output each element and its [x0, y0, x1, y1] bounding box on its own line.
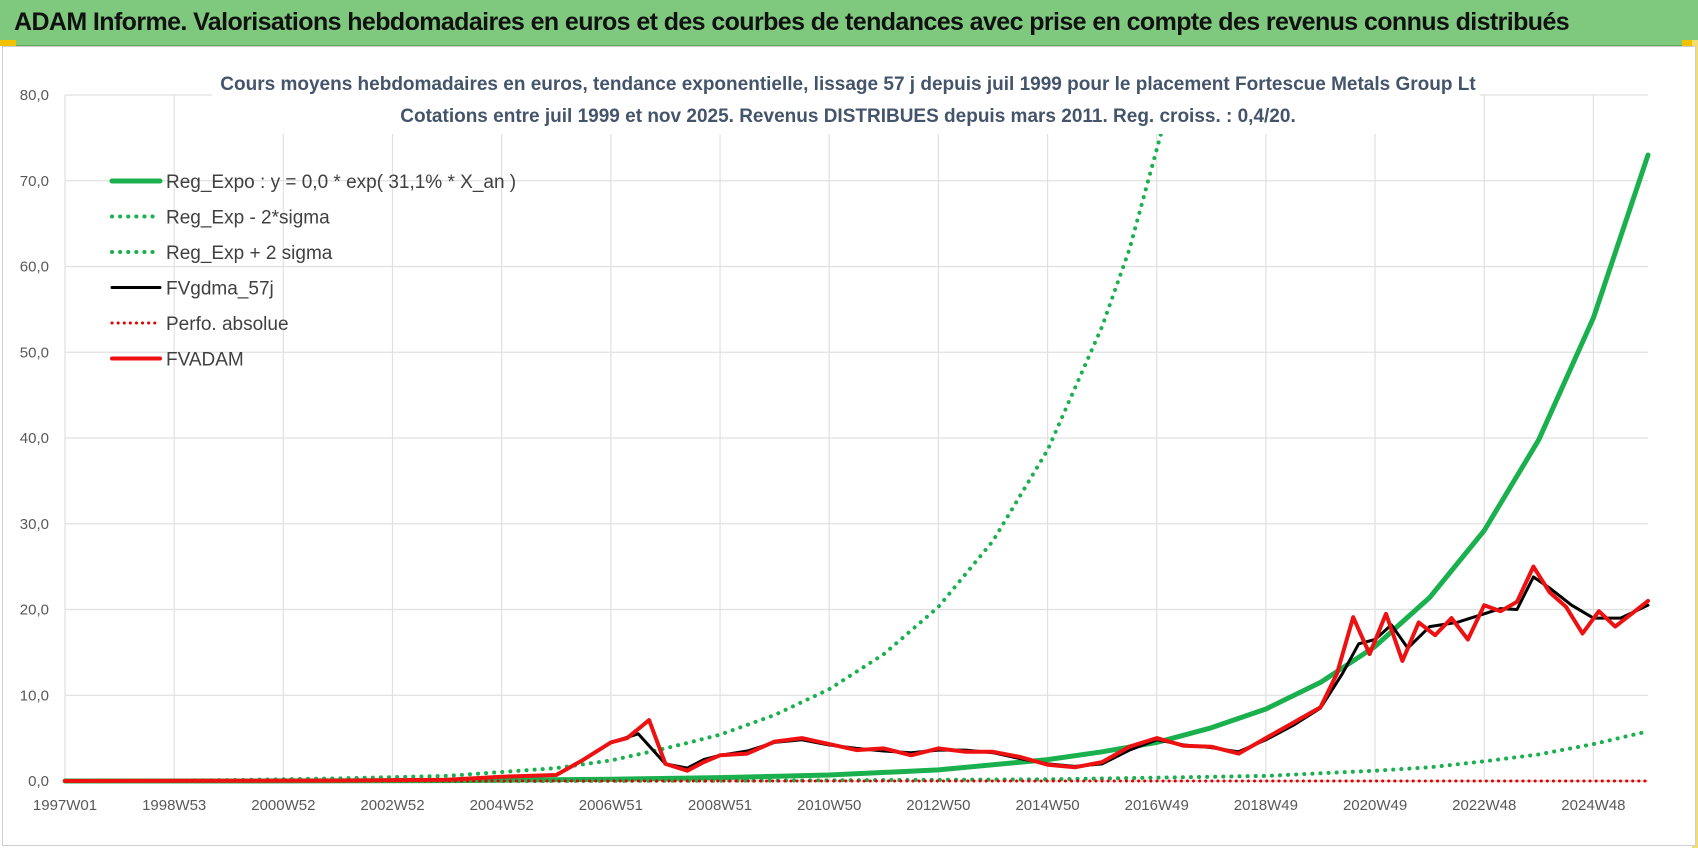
x-tick-label: 2020W49	[1343, 797, 1407, 814]
title-layer: Cours moyens hebdomadaires en euros, ten…	[212, 64, 1480, 134]
series-line-1	[63, 729, 1650, 783]
series-layer	[62, 127, 1651, 784]
y-tick-label: 50,0	[20, 344, 49, 361]
legend-label-5: FVADAM	[166, 350, 244, 371]
x-tick-label: 2016W49	[1125, 797, 1189, 814]
legend-label-0: Reg_Expo : y = 0,0 * exp( 31,1% * X_an )	[166, 172, 516, 193]
chart-title-line-2: Cotations entre juil 1999 et nov 2025. R…	[400, 106, 1295, 127]
y-tick-label: 40,0	[20, 430, 49, 447]
chart-frame	[2, 46, 1696, 846]
x-tick-label: 1998W53	[142, 797, 206, 814]
x-tick-label: 2022W48	[1452, 797, 1516, 814]
x-tick-label: 2012W50	[906, 797, 970, 814]
corner-mark-right	[1682, 40, 1698, 46]
corner-mark-left	[0, 40, 16, 46]
y-tick-label: 20,0	[20, 602, 49, 619]
banner-title: ADAM Informe. Valorisations hebdomadaire…	[14, 8, 1570, 36]
series-line-5	[63, 564, 1650, 783]
legend-label-1: Reg_Exp - 2*sigma	[166, 208, 330, 229]
x-tick-label: 2018W49	[1234, 797, 1298, 814]
title-banner: ADAM Informe. Valorisations hebdomadaire…	[0, 0, 1698, 46]
legend-label-4: Perfo. absolue	[166, 314, 289, 335]
y-tick-label: 30,0	[20, 516, 49, 533]
legend-label-2: Reg_Exp + 2 sigma	[166, 243, 333, 264]
x-tick-label: 2014W50	[1015, 797, 1079, 814]
x-tick-label: 2004W52	[470, 797, 534, 814]
y-tick-label: 60,0	[20, 259, 49, 276]
x-tick-label: 2008W51	[688, 797, 752, 814]
x-tick-label: 2000W52	[251, 797, 315, 814]
x-tick-label: 2024W48	[1561, 797, 1625, 814]
x-tick-label: 2006W51	[579, 797, 643, 814]
y-tick-label: 80,0	[20, 87, 49, 104]
y-tick-label: 70,0	[20, 173, 49, 190]
x-tick-label: 2002W52	[360, 797, 424, 814]
y-tick-label: 10,0	[20, 687, 49, 704]
series-line-2	[63, 127, 1165, 783]
x-tick-label: 2010W50	[797, 797, 861, 814]
series-line-0	[62, 152, 1651, 784]
grid-layer	[64, 94, 1648, 782]
y-tick-label: 0,0	[28, 773, 49, 790]
title-background	[212, 64, 1480, 134]
chart-title-line-1: Cours moyens hebdomadaires en euros, ten…	[220, 74, 1476, 95]
x-tick-label: 1997W01	[33, 797, 97, 814]
legend-label-3: FVgdma_57j	[166, 279, 274, 300]
axis-layer: 0,0 10,0 20,0 30,0 40,0 50,0 60,0 70,0 80,0 1997W…	[20, 87, 1648, 814]
legend-layer: Reg_Expo : y = 0,0 * exp( 31,1% * X_an )…	[109, 172, 516, 371]
